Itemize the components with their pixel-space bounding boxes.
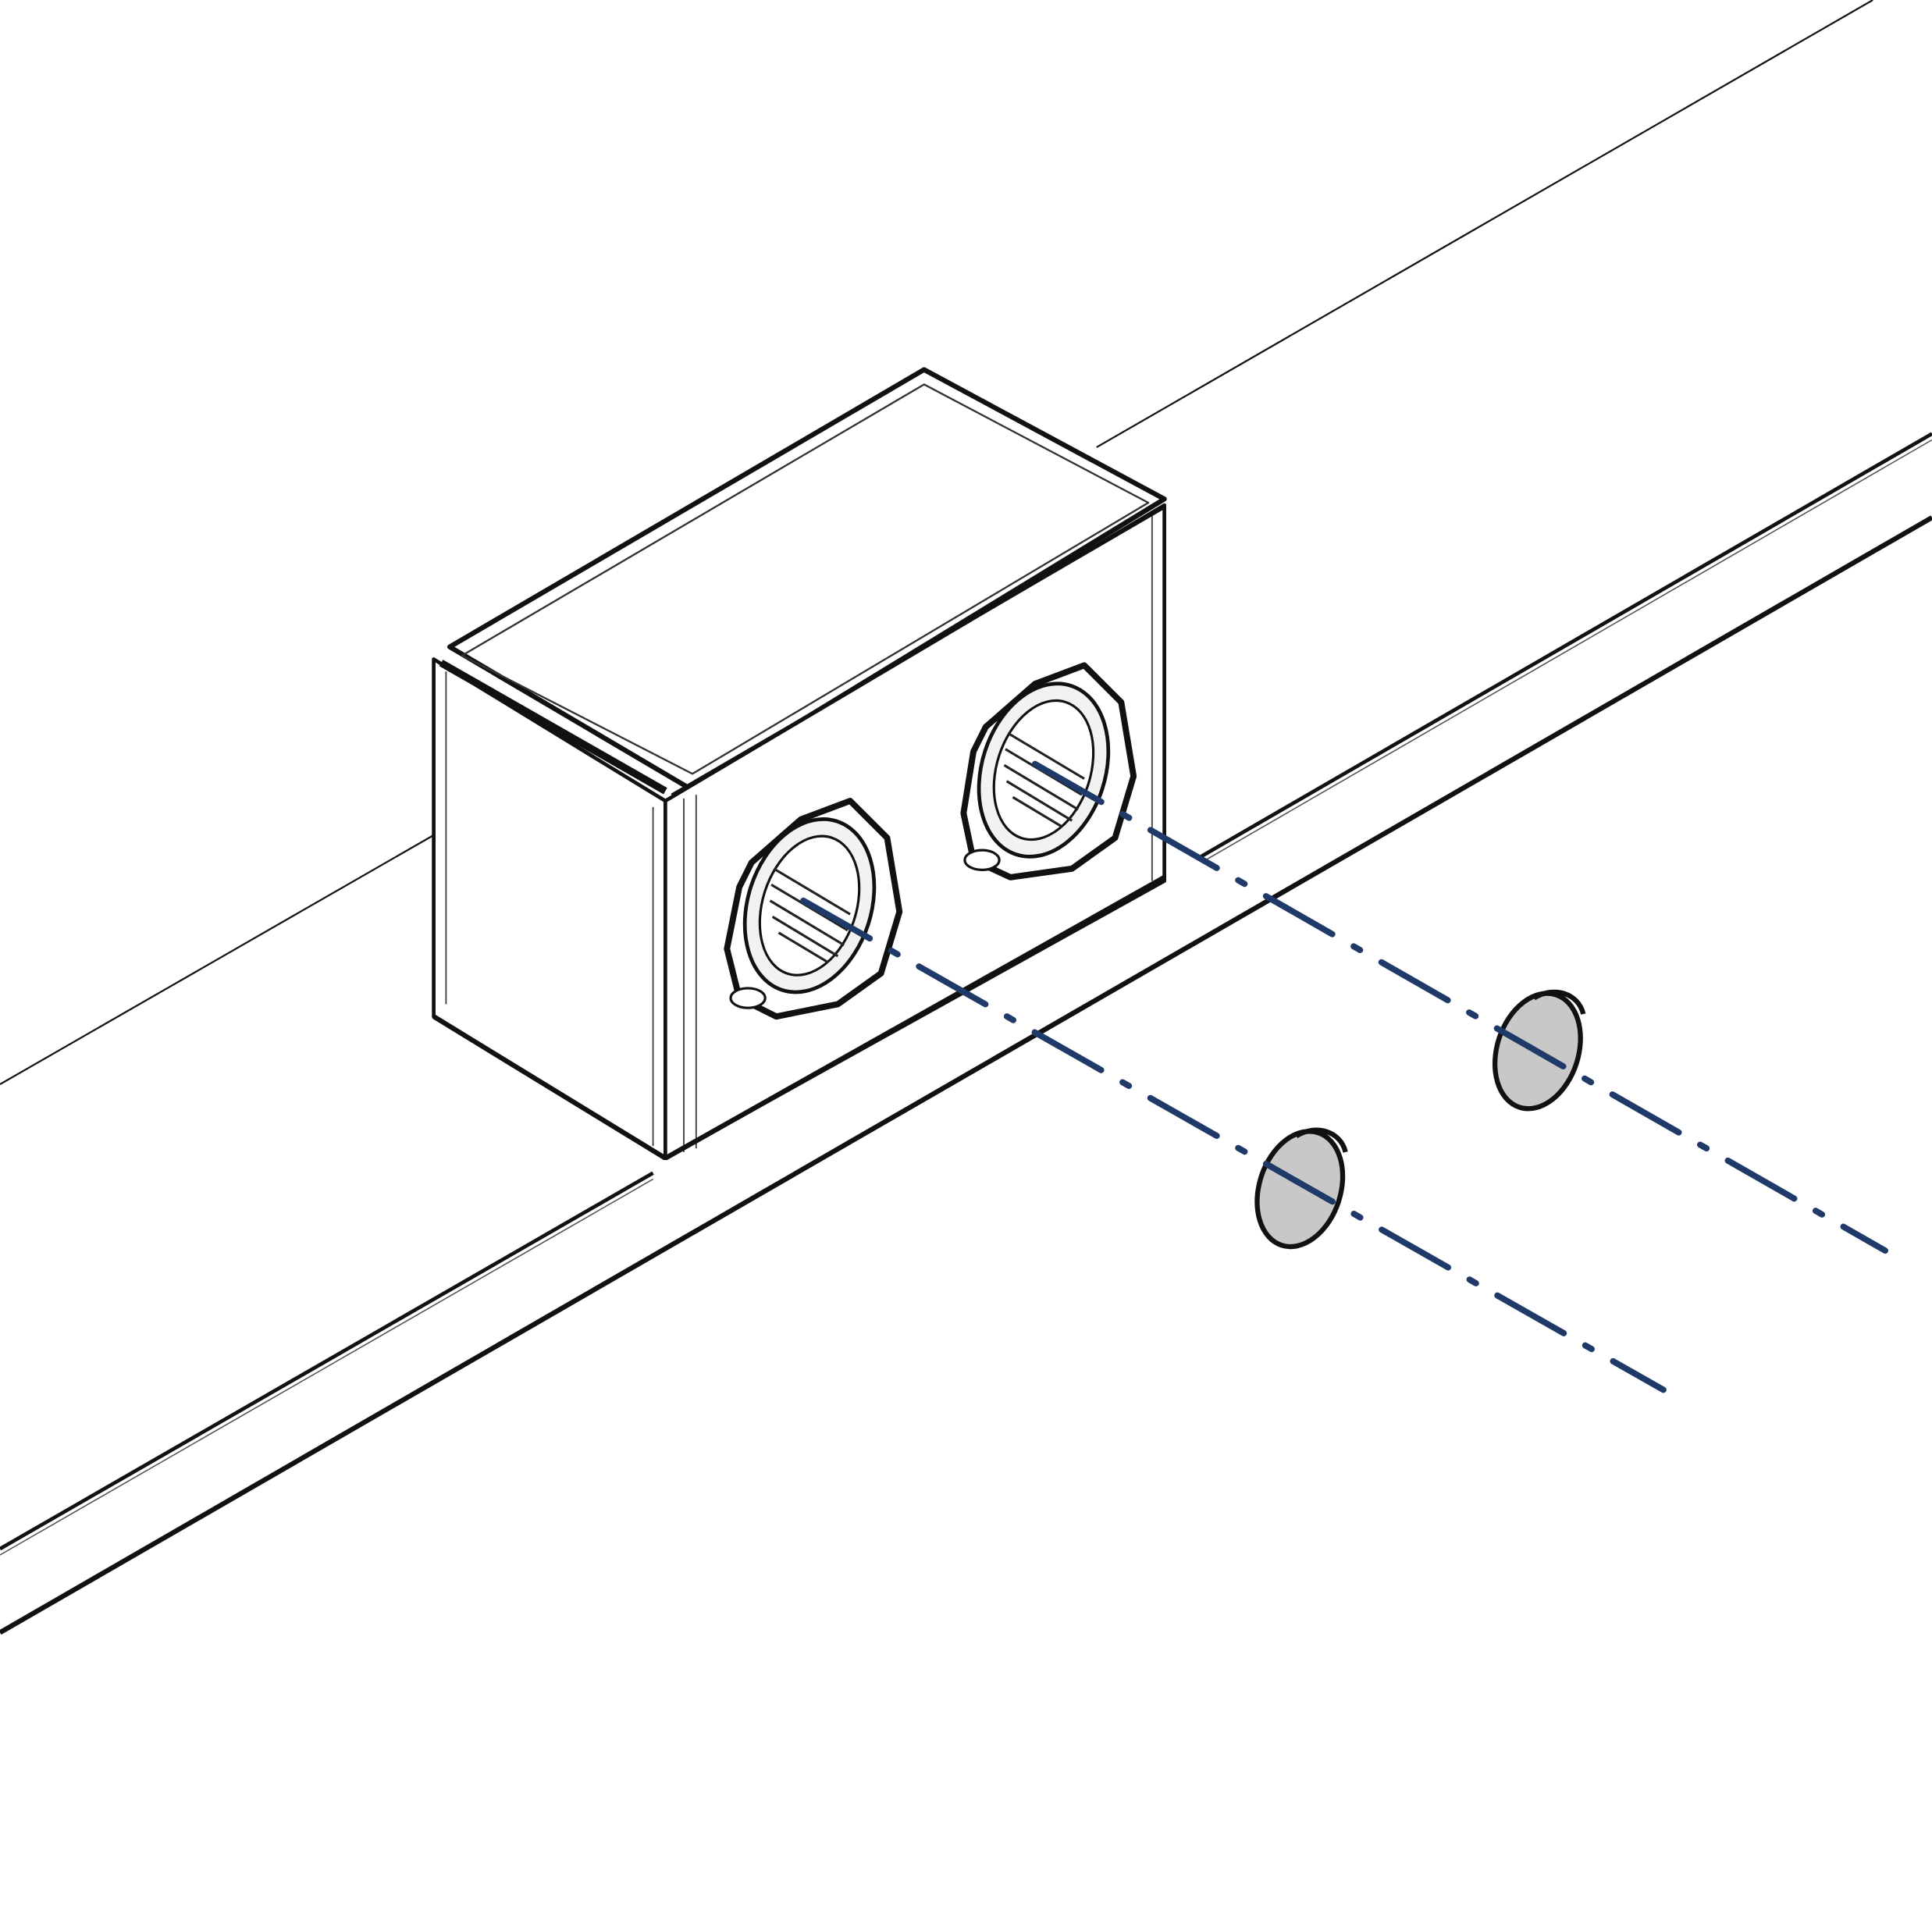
component-lower-cap <box>1294 1127 1348 1153</box>
mounting-rail <box>0 432 1932 1635</box>
rail-back-edge-shadow-left <box>0 1178 653 1556</box>
rail-back-edge-shadow-right <box>1201 439 1932 863</box>
box-top-face <box>447 367 1167 792</box>
opening-left-tab <box>729 987 767 1009</box>
box-top-left-chamfer <box>439 660 667 795</box>
rail-back-edge-right <box>1200 432 1932 859</box>
opening-right-tab <box>963 849 1001 871</box>
rail-front-edge <box>0 515 1932 1635</box>
axis-lines <box>800 760 1888 1393</box>
box-bottom-front-edge <box>664 875 1166 1161</box>
component-lower-body <box>1254 1129 1346 1250</box>
box-bottom-left-edge <box>432 1014 667 1161</box>
axis-line-upper <box>1031 760 1888 1254</box>
rail-back-edge-left <box>0 1171 654 1551</box>
box-front-top-edge <box>671 506 1165 796</box>
thin-guide-line-upper <box>1096 0 1873 448</box>
component-upper-cap <box>1532 989 1586 1016</box>
axis-line-lower <box>800 897 1667 1393</box>
box-top-face-inner-edge <box>461 383 1150 775</box>
component-lower <box>1254 1127 1348 1250</box>
